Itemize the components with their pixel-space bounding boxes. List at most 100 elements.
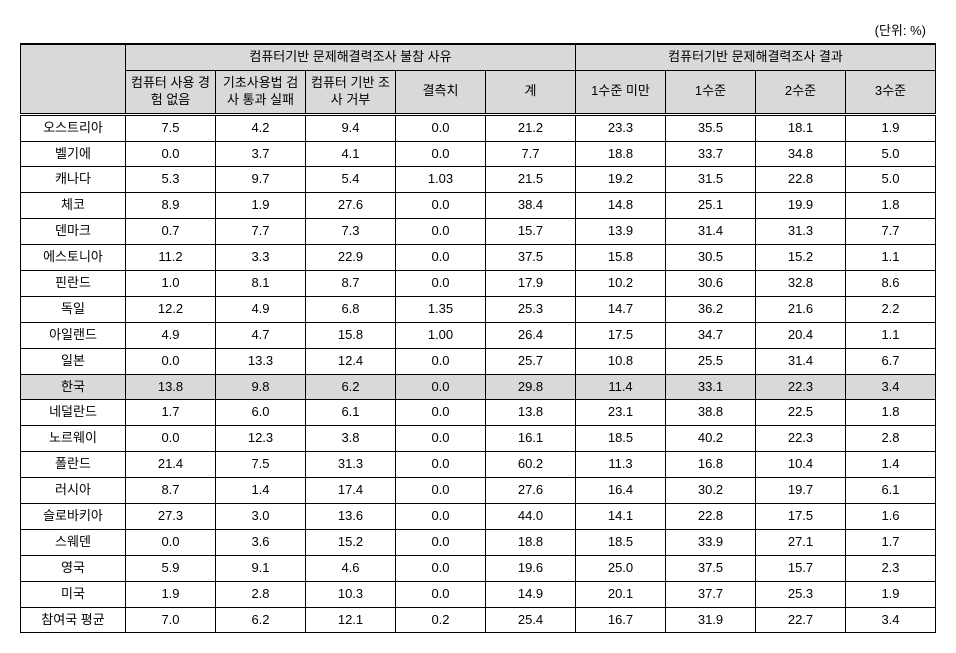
- data-cell: 33.9: [666, 529, 756, 555]
- data-cell: 21.4: [126, 452, 216, 478]
- data-cell: 19.7: [756, 478, 846, 504]
- data-cell: 17.5: [576, 322, 666, 348]
- data-cell: 10.3: [306, 581, 396, 607]
- data-cell: 38.4: [486, 193, 576, 219]
- data-cell: 30.2: [666, 478, 756, 504]
- data-cell: 15.7: [486, 219, 576, 245]
- data-cell: 8.1: [216, 271, 306, 297]
- data-cell: 3.3: [216, 245, 306, 271]
- data-cell: 0.0: [396, 348, 486, 374]
- data-cell: 34.7: [666, 322, 756, 348]
- data-cell: 6.0: [216, 400, 306, 426]
- row-label: 러시아: [21, 478, 126, 504]
- data-cell: 19.2: [576, 167, 666, 193]
- table-row: 벨기에0.03.74.10.07.718.833.734.85.0: [21, 141, 936, 167]
- table-row: 독일12.24.96.81.3525.314.736.221.62.2: [21, 296, 936, 322]
- data-cell: 44.0: [486, 504, 576, 530]
- data-cell: 21.6: [756, 296, 846, 322]
- data-cell: 10.4: [756, 452, 846, 478]
- table-row: 노르웨이0.012.33.80.016.118.540.222.32.8: [21, 426, 936, 452]
- data-cell: 14.7: [576, 296, 666, 322]
- data-cell: 11.4: [576, 374, 666, 400]
- sub-header-0: 컴퓨터 사용 경험 없음: [126, 70, 216, 114]
- data-cell: 7.5: [216, 452, 306, 478]
- row-label: 폴란드: [21, 452, 126, 478]
- row-label: 핀란드: [21, 271, 126, 297]
- data-cell: 8.7: [126, 478, 216, 504]
- header-group-1: 컴퓨터기반 문제해결력조사 불참 사유: [126, 44, 576, 70]
- data-cell: 0.0: [396, 581, 486, 607]
- row-label: 체코: [21, 193, 126, 219]
- data-cell: 8.9: [126, 193, 216, 219]
- data-cell: 0.0: [396, 193, 486, 219]
- data-cell: 8.6: [846, 271, 936, 297]
- data-cell: 0.0: [396, 555, 486, 581]
- data-cell: 1.00: [396, 322, 486, 348]
- row-label: 에스토니아: [21, 245, 126, 271]
- data-cell: 25.0: [576, 555, 666, 581]
- data-cell: 5.4: [306, 167, 396, 193]
- data-cell: 9.7: [216, 167, 306, 193]
- row-label: 아일랜드: [21, 322, 126, 348]
- table-row: 핀란드1.08.18.70.017.910.230.632.88.6: [21, 271, 936, 297]
- data-cell: 40.2: [666, 426, 756, 452]
- data-cell: 18.1: [756, 114, 846, 141]
- data-cell: 0.0: [396, 141, 486, 167]
- data-cell: 0.0: [126, 426, 216, 452]
- table-row: 폴란드21.47.531.30.060.211.316.810.41.4: [21, 452, 936, 478]
- table-row: 러시아8.71.417.40.027.616.430.219.76.1: [21, 478, 936, 504]
- data-cell: 7.0: [126, 607, 216, 633]
- table-row: 미국1.92.810.30.014.920.137.725.31.9: [21, 581, 936, 607]
- data-cell: 22.7: [756, 607, 846, 633]
- data-cell: 0.0: [396, 529, 486, 555]
- row-label: 덴마크: [21, 219, 126, 245]
- data-cell: 11.2: [126, 245, 216, 271]
- sub-header-1: 기초사용법 검사 통과 실패: [216, 70, 306, 114]
- table-row: 한국13.89.86.20.029.811.433.122.33.4: [21, 374, 936, 400]
- data-cell: 2.2: [846, 296, 936, 322]
- data-cell: 13.6: [306, 504, 396, 530]
- sub-header-2: 컴퓨터 기반 조사 거부: [306, 70, 396, 114]
- data-cell: 0.0: [396, 452, 486, 478]
- data-cell: 3.4: [846, 374, 936, 400]
- data-cell: 1.9: [846, 581, 936, 607]
- data-cell: 4.9: [126, 322, 216, 348]
- data-cell: 15.7: [756, 555, 846, 581]
- data-cell: 11.3: [576, 452, 666, 478]
- data-cell: 1.8: [846, 193, 936, 219]
- row-label: 벨기에: [21, 141, 126, 167]
- data-cell: 25.4: [486, 607, 576, 633]
- row-label: 미국: [21, 581, 126, 607]
- data-cell: 22.9: [306, 245, 396, 271]
- data-cell: 22.5: [756, 400, 846, 426]
- data-cell: 4.7: [216, 322, 306, 348]
- data-cell: 27.6: [486, 478, 576, 504]
- data-cell: 1.4: [846, 452, 936, 478]
- data-cell: 0.7: [126, 219, 216, 245]
- data-cell: 17.9: [486, 271, 576, 297]
- row-label: 스웨덴: [21, 529, 126, 555]
- row-label: 슬로바키아: [21, 504, 126, 530]
- sub-header-8: 3수준: [846, 70, 936, 114]
- data-cell: 31.3: [306, 452, 396, 478]
- data-cell: 1.1: [846, 245, 936, 271]
- row-label: 일본: [21, 348, 126, 374]
- data-cell: 25.3: [756, 581, 846, 607]
- data-cell: 32.8: [756, 271, 846, 297]
- row-label: 노르웨이: [21, 426, 126, 452]
- data-cell: 5.3: [126, 167, 216, 193]
- row-label: 독일: [21, 296, 126, 322]
- table-row: 스웨덴0.03.615.20.018.818.533.927.11.7: [21, 529, 936, 555]
- data-cell: 4.6: [306, 555, 396, 581]
- data-cell: 12.3: [216, 426, 306, 452]
- data-cell: 12.1: [306, 607, 396, 633]
- row-label: 참여국 평균: [21, 607, 126, 633]
- data-cell: 6.1: [306, 400, 396, 426]
- data-cell: 13.9: [576, 219, 666, 245]
- data-cell: 7.5: [126, 114, 216, 141]
- row-label: 오스트리아: [21, 114, 126, 141]
- data-cell: 23.1: [576, 400, 666, 426]
- data-cell: 0.0: [396, 219, 486, 245]
- data-cell: 37.5: [486, 245, 576, 271]
- data-cell: 2.8: [846, 426, 936, 452]
